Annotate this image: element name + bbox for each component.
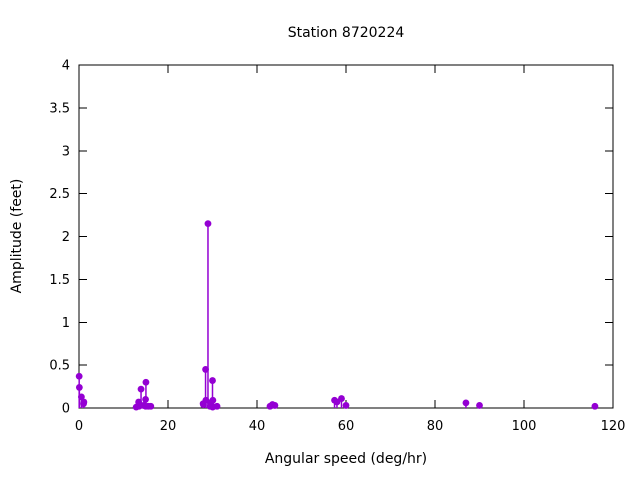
data-point-MK3	[271, 402, 279, 409]
data-point-OO1	[147, 402, 155, 410]
data-point-K1	[142, 378, 150, 386]
y-tick-label: 2	[62, 230, 70, 245]
x-tick-label: 40	[249, 419, 266, 434]
y-tick-label: 3	[62, 144, 70, 159]
data-point-2SM2	[213, 402, 221, 410]
y-tick-label: 1.5	[49, 273, 70, 288]
data-point-M2	[204, 220, 212, 228]
y-tick-label: 3.5	[49, 101, 70, 116]
x-tick-label: 100	[512, 419, 537, 434]
data-point-S4	[342, 402, 350, 409]
y-tick-label: 0	[62, 402, 70, 417]
plot-border	[78, 64, 614, 409]
chart-title: Station 8720224	[287, 25, 405, 41]
x-tick-label: 80	[427, 419, 444, 434]
y-tick-label: 4	[62, 59, 70, 74]
x-tick-label: 120	[601, 419, 626, 434]
data-point-S2	[209, 377, 216, 384]
data-point-M8	[591, 402, 599, 410]
data-point-Sa	[75, 372, 83, 380]
y-tick-label: 2.5	[49, 187, 70, 202]
data-point-K2	[209, 396, 217, 404]
data-point-Mf	[80, 398, 88, 406]
y-tick-label: 0.5	[49, 359, 70, 374]
x-axis-label: Angular speed (deg/hr)	[264, 451, 428, 467]
data-point-M6	[462, 399, 470, 407]
y-tick-label: 1	[62, 316, 70, 331]
data-point-O1	[137, 385, 145, 393]
data-point-S6	[476, 402, 483, 409]
x-tick-label: 20	[160, 419, 177, 434]
data-point-Mm	[78, 393, 85, 401]
x-tick-label: 0	[75, 419, 83, 434]
data-point-MS4	[338, 395, 345, 402]
x-tick-label: 60	[338, 419, 355, 434]
data-point-Ssa	[75, 384, 83, 391]
